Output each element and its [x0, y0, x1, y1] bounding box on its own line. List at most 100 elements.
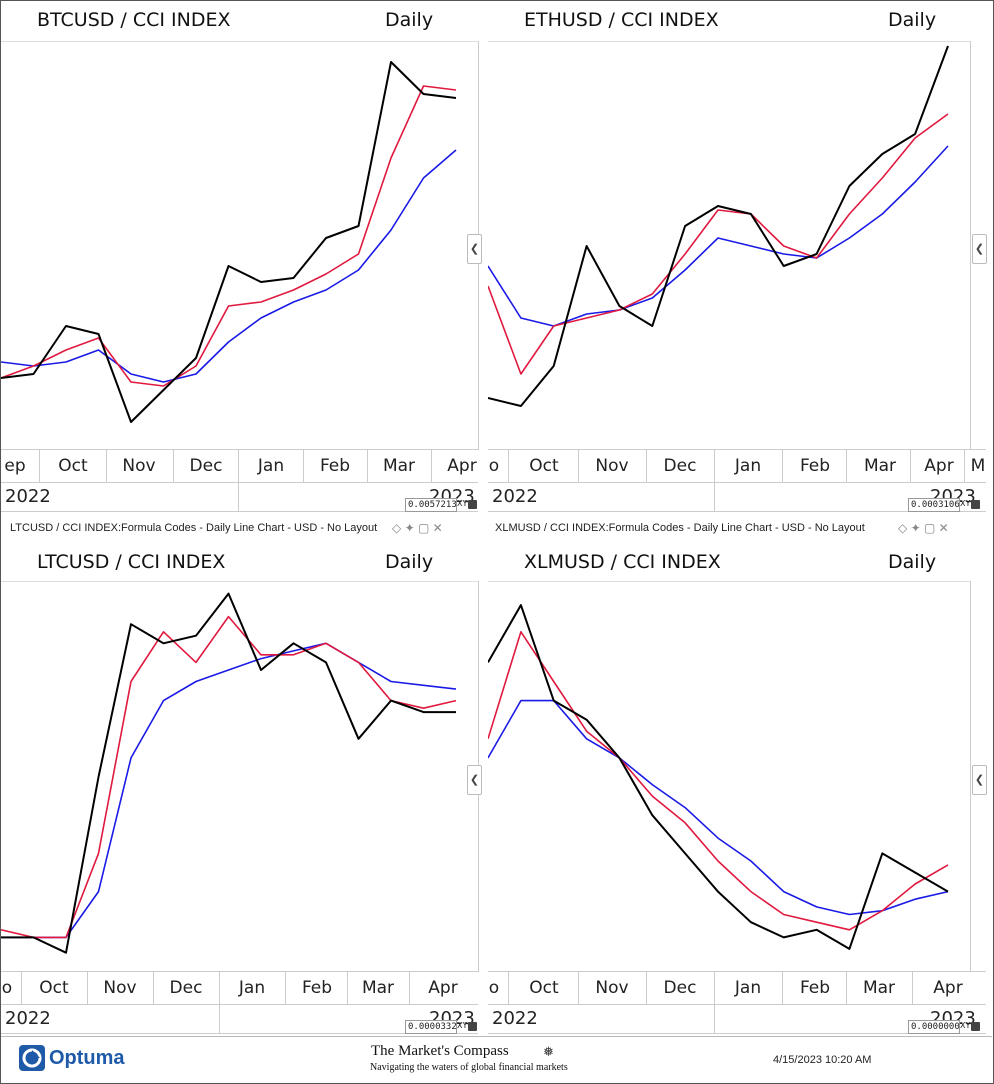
- month-axis: ep Oct Nov Dec Jan Feb Mar Apr: [1, 449, 478, 483]
- plot-area: [488, 581, 971, 972]
- axis-tick: [367, 450, 368, 482]
- axis-tick: [21, 972, 22, 1004]
- axis-tick: [173, 450, 174, 482]
- axis-tick: [409, 972, 410, 1004]
- month-label: Nov: [103, 978, 137, 998]
- month-label: Feb: [319, 456, 351, 476]
- series-line-fast-ma: [488, 630, 949, 931]
- axis-tick: [646, 450, 647, 482]
- panel-title: XLMUSD / CCI INDEX: [524, 551, 721, 573]
- axis-tick: [714, 482, 715, 511]
- series-line-slow-ma: [1, 149, 457, 383]
- panel-controls: ◇ ✦ ▢ ✕: [392, 521, 443, 535]
- month-label: Dec: [663, 456, 697, 476]
- lock-icon[interactable]: [971, 500, 980, 509]
- month-label: Feb: [799, 456, 831, 476]
- series-line-price: [488, 45, 949, 407]
- month-label: Mar: [382, 456, 416, 476]
- axis-tick: [714, 972, 715, 1004]
- collapse-arrow-button[interactable]: ❮: [972, 234, 987, 264]
- month-label: Apr: [933, 978, 963, 998]
- optuma-logo: Optuma: [19, 1043, 149, 1073]
- axis-tick: [219, 1004, 220, 1033]
- month-label: Feb: [301, 978, 333, 998]
- xy-toggle[interactable]: XY: [960, 499, 971, 508]
- month-axis: o Oct Nov Dec Jan Feb Mar Apr: [488, 971, 986, 1005]
- month-label: Jan: [734, 978, 762, 998]
- axis-tick: [846, 450, 847, 482]
- year-label: 2022: [5, 486, 51, 507]
- axis-tick: [508, 450, 509, 482]
- axis-tick: [87, 972, 88, 1004]
- collapse-arrow-button[interactable]: ❮: [467, 234, 482, 264]
- lock-icon[interactable]: [468, 1022, 477, 1031]
- chart-caption-ltc: LTCUSD / CCI INDEX:Formula Codes - Daily…: [10, 522, 378, 534]
- series-line-slow-ma: [488, 699, 949, 916]
- axis-tick: [646, 972, 647, 1004]
- month-axis: o Oct Nov Dec Jan Feb Mar Apr: [1, 971, 478, 1005]
- month-axis: o Oct Nov Dec Jan Feb Mar Apr M: [488, 449, 986, 483]
- lock-icon[interactable]: [971, 1022, 980, 1031]
- compass-icon: ❅: [543, 1044, 554, 1059]
- axis-tick: [153, 972, 154, 1004]
- lock-icon[interactable]: [468, 500, 477, 509]
- series-line-price: [1, 61, 457, 423]
- value-readout: 0.0000000: [908, 1020, 960, 1034]
- year-label: 2022: [492, 1008, 538, 1029]
- month-label: M: [970, 456, 986, 476]
- timestamp: 4/15/2023 10:20 AM: [773, 1054, 872, 1066]
- brand-name: Optuma: [49, 1047, 125, 1069]
- panel-frequency: Daily: [888, 9, 937, 31]
- axis-tick: [219, 972, 220, 1004]
- month-label: Oct: [529, 456, 559, 476]
- footer-bar: Optuma The Market's Compass ❅ Navigating…: [1, 1036, 992, 1083]
- pin-icon[interactable]: ✦: [910, 521, 921, 535]
- month-label: Jan: [734, 456, 762, 476]
- panel-title: ETHUSD / CCI INDEX: [524, 9, 719, 31]
- series-line-fast-ma: [1, 85, 457, 387]
- xy-toggle[interactable]: XY: [457, 1021, 468, 1030]
- chart-panel-eth: ETHUSD / CCI INDEX Daily ❮ o Oct Nov Dec…: [488, 1, 987, 512]
- panel-frequency: Daily: [888, 551, 937, 573]
- line-chart: [488, 45, 949, 407]
- line-chart: [488, 604, 949, 950]
- month-label: ep: [4, 456, 26, 476]
- maximize-icon[interactable]: ▢: [923, 521, 936, 535]
- diamond-icon[interactable]: ◇: [392, 521, 402, 535]
- xy-toggle[interactable]: XY: [960, 1021, 971, 1030]
- axis-tick: [714, 1004, 715, 1033]
- month-label: Mar: [863, 456, 897, 476]
- chart-panel-btc: BTCUSD / CCI INDEX Daily ❮ ep Oct Nov De…: [1, 1, 482, 512]
- pin-icon[interactable]: ✦: [404, 521, 415, 535]
- axis-tick: [912, 972, 913, 1004]
- series-line-price: [488, 604, 949, 950]
- axis-tick: [782, 450, 783, 482]
- panel-controls: ◇ ✦ ▢ ✕: [898, 521, 949, 535]
- axis-tick: [578, 450, 579, 482]
- axis-tick: [238, 482, 239, 511]
- month-label: Nov: [595, 978, 629, 998]
- close-icon[interactable]: ✕: [938, 521, 949, 535]
- year-label: 2022: [5, 1008, 51, 1029]
- collapse-arrow-button[interactable]: ❮: [972, 765, 987, 795]
- collapse-arrow-button[interactable]: ❮: [467, 765, 482, 795]
- month-label: o: [488, 978, 500, 998]
- maximize-icon[interactable]: ▢: [417, 521, 430, 535]
- axis-tick: [578, 972, 579, 1004]
- month-label: Dec: [169, 978, 203, 998]
- diamond-icon[interactable]: ◇: [898, 521, 908, 535]
- close-icon[interactable]: ✕: [432, 521, 443, 535]
- panel-frequency: Daily: [385, 9, 434, 31]
- axis-tick: [285, 972, 286, 1004]
- month-label: Jan: [257, 456, 285, 476]
- axis-tick: [782, 972, 783, 1004]
- month-label: Apr: [924, 456, 954, 476]
- line-chart: [1, 61, 457, 423]
- chart-panel-xlm: XLMUSD / CCI INDEX Daily ❮ o Oct Nov Dec…: [488, 541, 987, 1035]
- plot-area: [1, 41, 479, 450]
- xy-toggle[interactable]: XY: [457, 499, 468, 508]
- chart-panel-ltc: LTCUSD / CCI INDEX Daily ❮ o Oct Nov Dec…: [1, 541, 482, 1035]
- month-label: Apr: [447, 456, 477, 476]
- month-label: Nov: [122, 456, 156, 476]
- month-label: o: [488, 456, 500, 476]
